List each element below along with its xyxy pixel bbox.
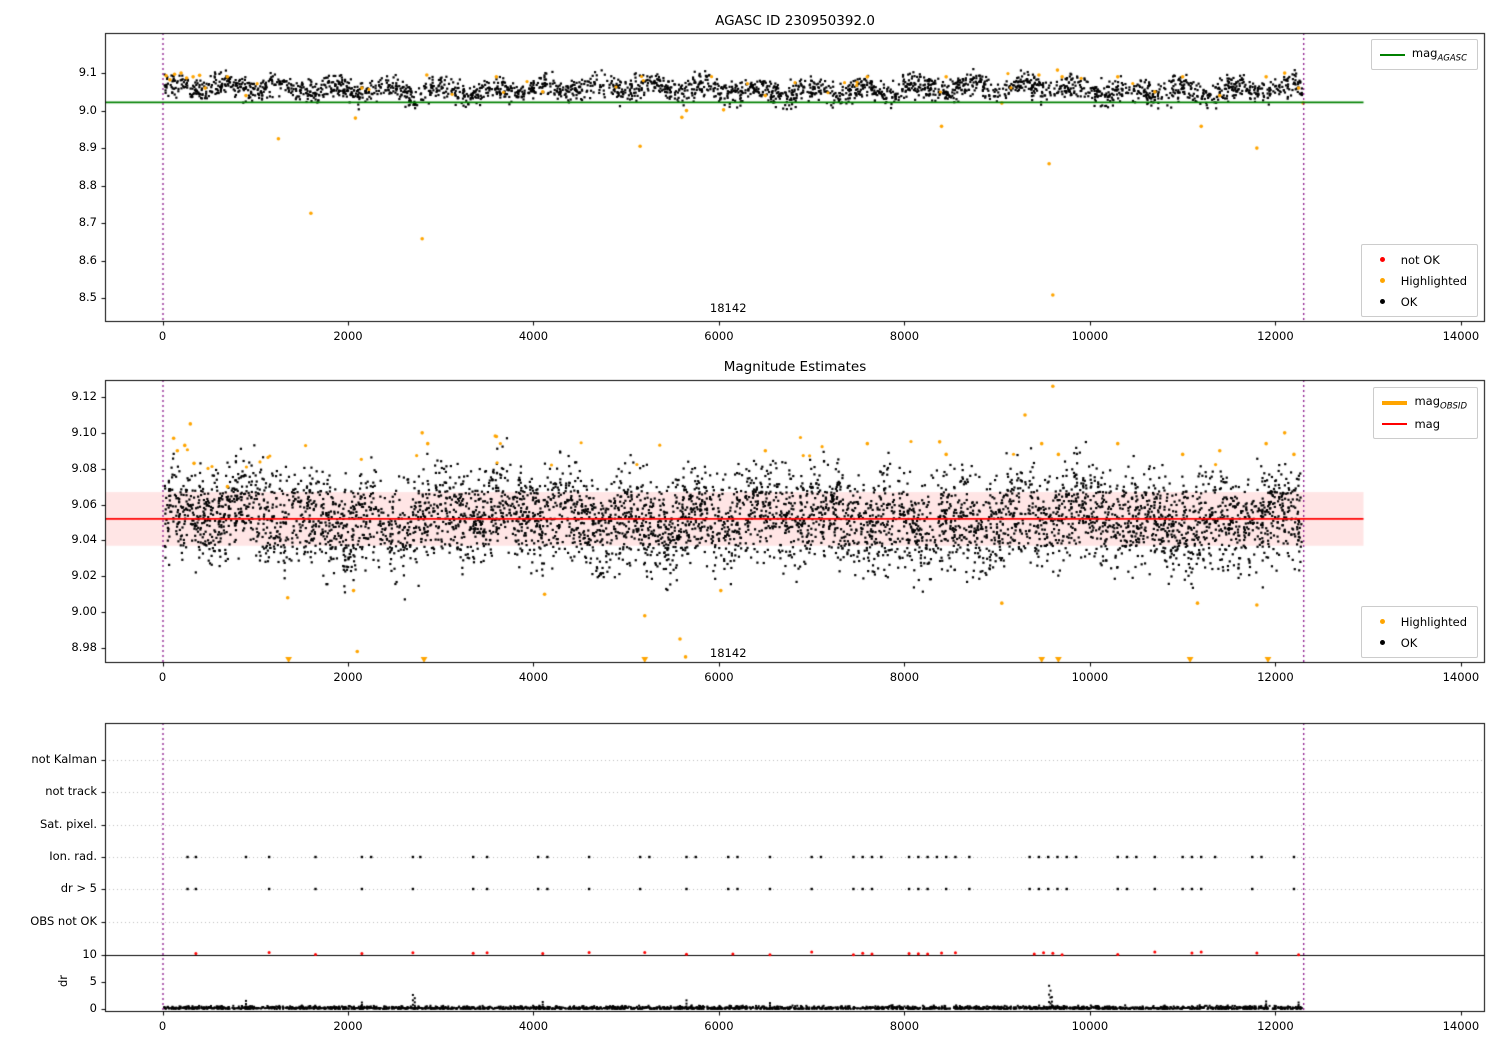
figure: AGASC ID 230950392.0 Magnitude Estimates… [0, 0, 1500, 1050]
chart-canvas [0, 0, 1500, 1050]
